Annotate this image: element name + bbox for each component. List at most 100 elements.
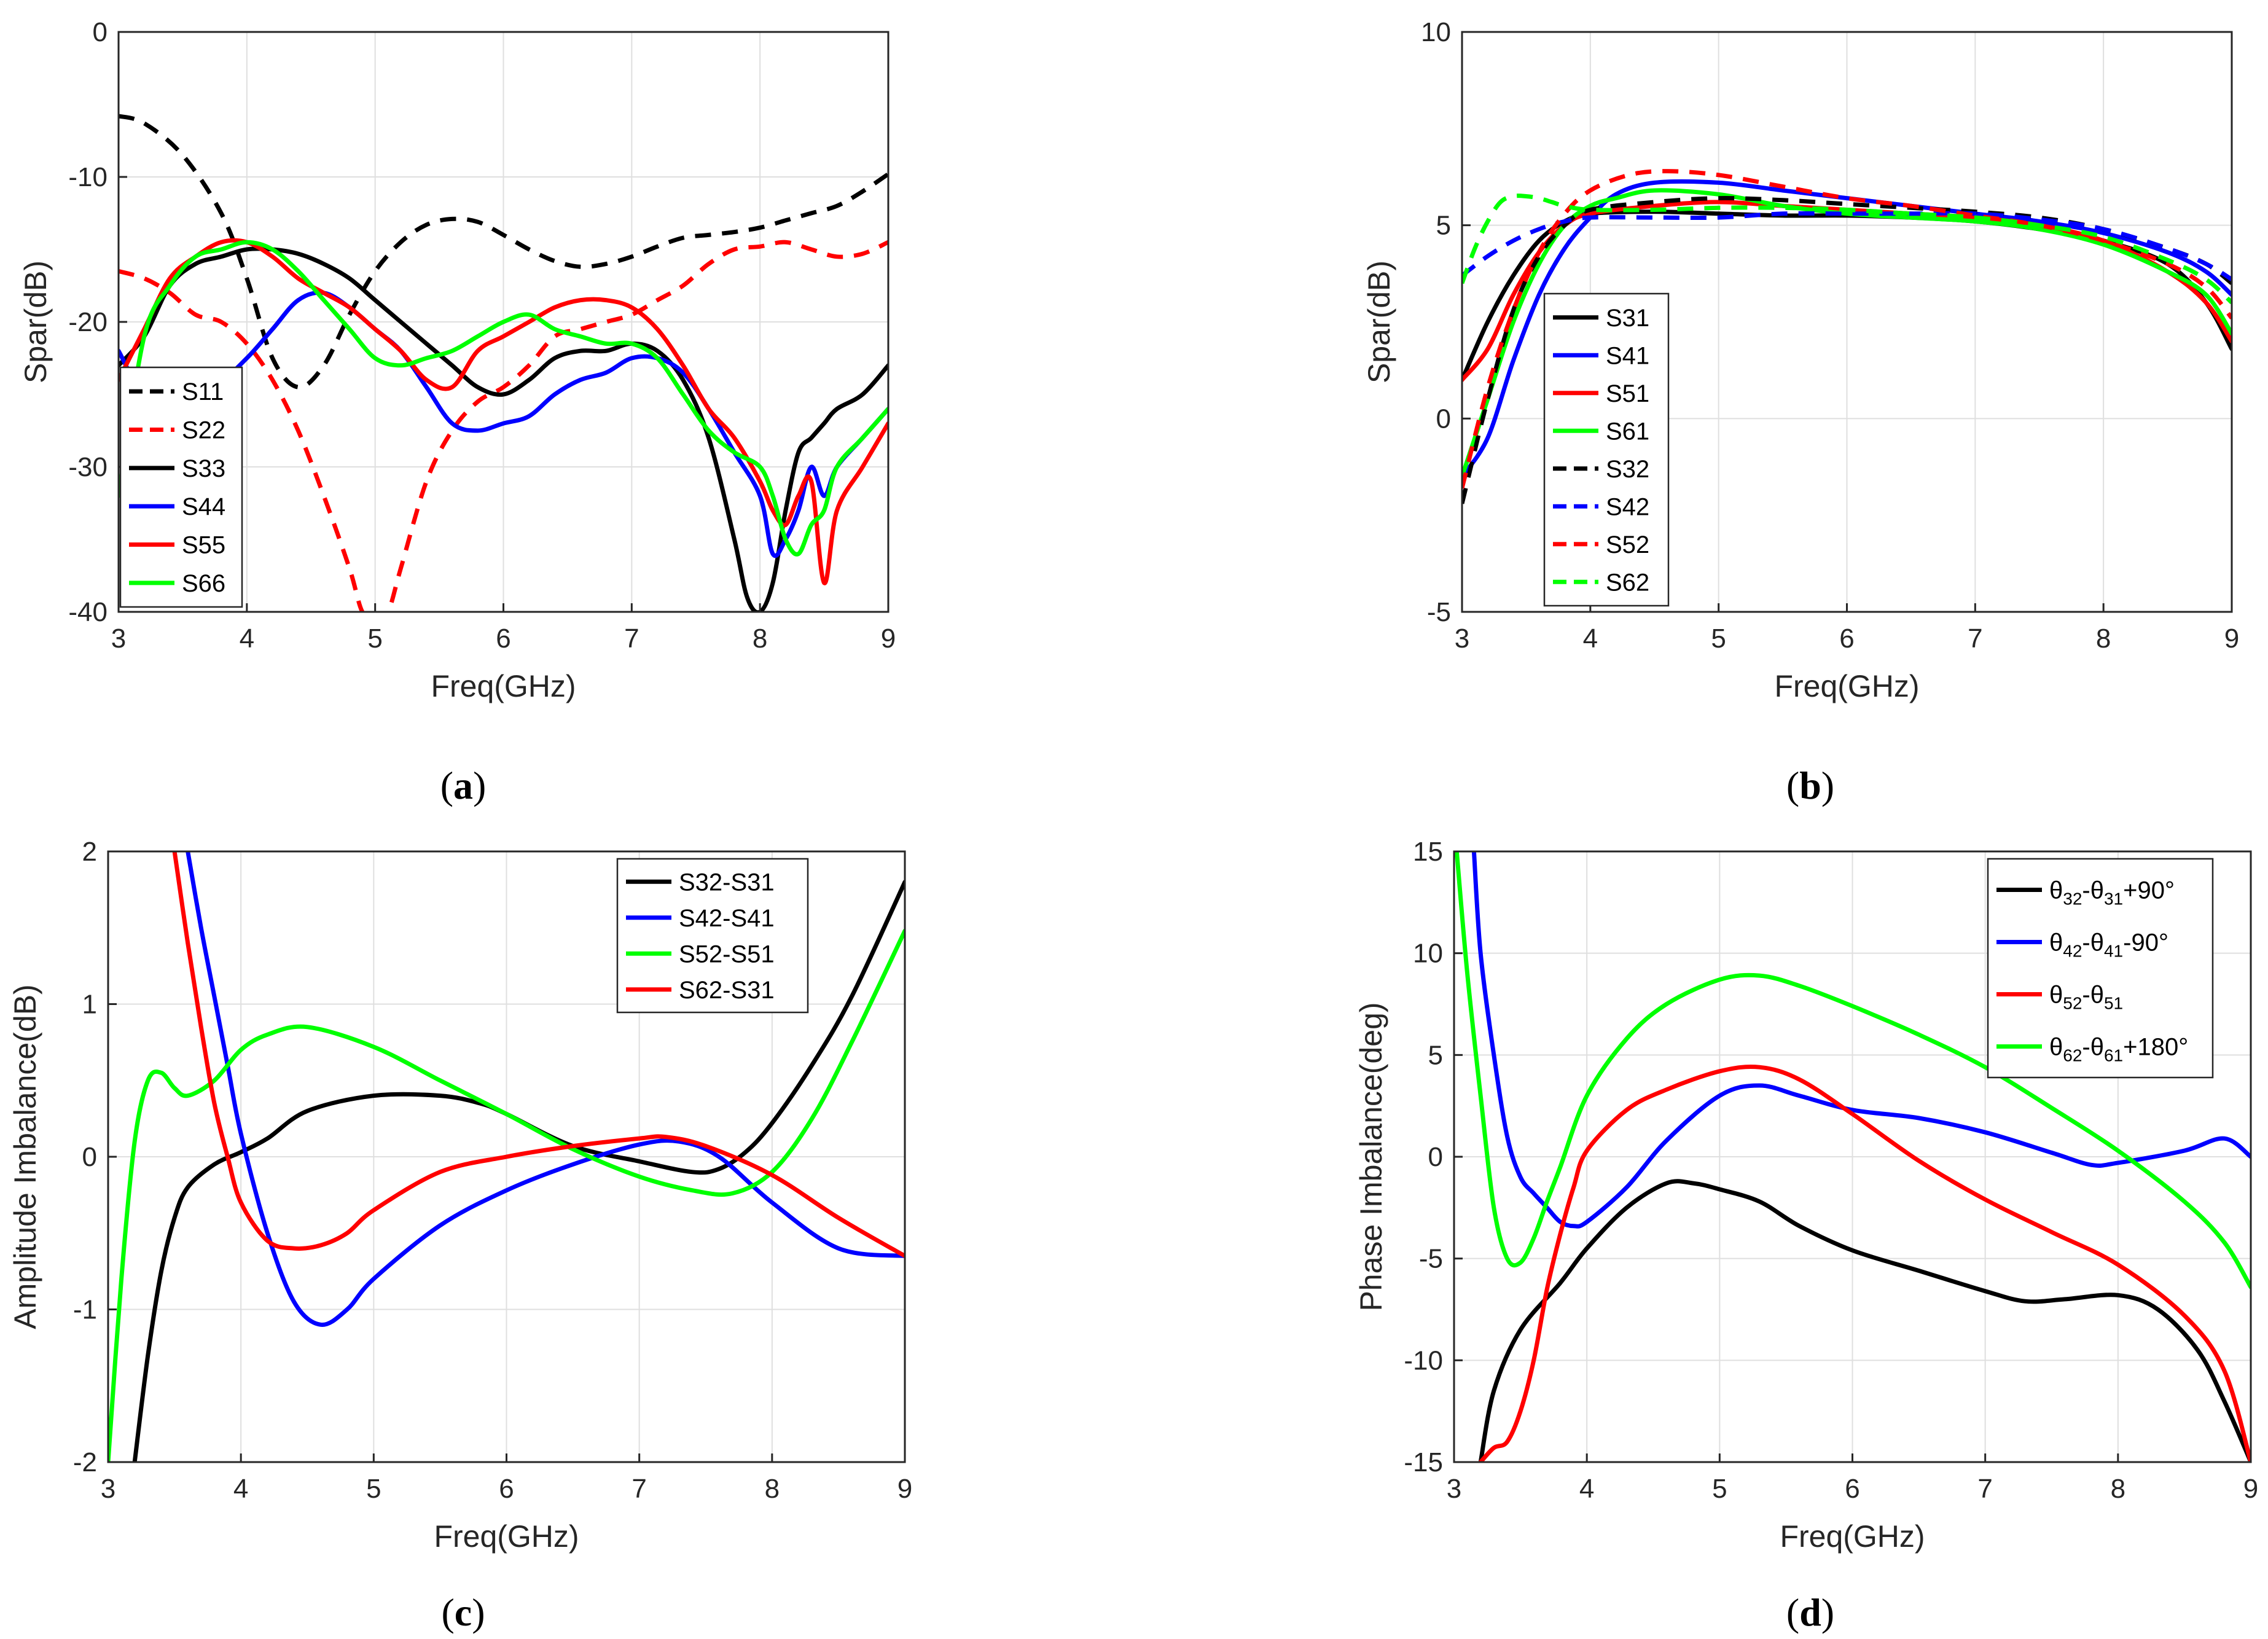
y-tick-label: 1 <box>82 990 97 1020</box>
series-line-S11 <box>119 114 888 389</box>
legend: θ32-θ31+90° θ42-θ41-90° θ52-θ51 θ62-θ61+180… <box>1987 858 2214 1079</box>
y-tick-label: 0 <box>93 17 108 47</box>
y-axis-label: Amplitude Imbalance(dB) <box>8 984 42 1329</box>
panel-caption: (b) <box>1786 764 1834 807</box>
series-line--32-31-90- <box>1478 1179 2251 1462</box>
legend-entry: S42 <box>1606 493 1649 520</box>
legend-entry: S62 <box>1606 569 1649 596</box>
x-tick-label: 4 <box>1579 1474 1594 1504</box>
legend-entry: S42-S41 <box>679 905 775 932</box>
legend-entry: S32-S31 <box>679 869 775 896</box>
chart-c: 3 4 5 6 7 8 9 -2 -1 0 1 2 Freq(GHz) Amplitude Imbalan… <box>8 837 912 1634</box>
y-tick-label: 10 <box>1421 17 1451 47</box>
x-tick-label: 8 <box>2096 624 2111 654</box>
y-tick-label: -2 <box>73 1447 97 1477</box>
y-tick-label: -20 <box>68 307 108 337</box>
series-line-S52 <box>1462 169 2232 489</box>
y-tick-label: -15 <box>1404 1447 1443 1477</box>
x-tick-label: 6 <box>1845 1474 1859 1504</box>
legend: S11 S22 S33 S44 S55 S66 <box>119 366 243 608</box>
x-tick-label: 3 <box>1455 624 1469 654</box>
legend-entry: S11 <box>182 378 224 405</box>
legend-entry: θ52-θ51 <box>2049 982 2123 1013</box>
x-axis-label: Freq(GHz) <box>434 1519 579 1554</box>
y-tick-label: -30 <box>68 452 108 482</box>
x-tick-label: 6 <box>499 1474 514 1504</box>
chart-a: 3 4 5 6 7 8 9 -40 -30 -20 -10 0 Freq(GHz) Spar(dB) S11… <box>18 17 896 807</box>
y-tick-label: -5 <box>1427 597 1451 627</box>
x-tick-label: 7 <box>1977 1474 1992 1504</box>
x-tick-label: 9 <box>2243 1474 2258 1504</box>
y-tick-label: 0 <box>82 1142 97 1172</box>
series-group <box>1462 169 2232 504</box>
y-tick-label: -1 <box>73 1295 97 1325</box>
y-tick-label: -10 <box>1404 1345 1443 1375</box>
legend-box <box>119 366 243 608</box>
y-tick-label: -10 <box>68 162 108 192</box>
legend-entry: S33 <box>182 455 225 482</box>
series-line--52-51 <box>1478 1064 2251 1462</box>
x-tick-label: 8 <box>765 1474 780 1504</box>
legend-entry: θ62-θ61+180° <box>2049 1034 2188 1065</box>
legend-entry: θ42-θ41-90° <box>2049 929 2168 961</box>
x-axis-label: Freq(GHz) <box>1774 669 1919 703</box>
x-tick-label: 8 <box>753 624 767 654</box>
series-line-S22 <box>119 240 888 612</box>
legend-entry: S32 <box>1606 456 1649 483</box>
x-tick-label: 4 <box>233 1474 248 1504</box>
x-tick-label: 6 <box>1839 624 1854 654</box>
panel-caption: (d) <box>1786 1590 1834 1634</box>
y-tick-label: 2 <box>82 837 97 867</box>
y-tick-label: 5 <box>1436 211 1451 241</box>
x-tick-label: 5 <box>1712 1474 1727 1504</box>
legend-entry: S52-S51 <box>679 941 775 968</box>
y-tick-label: -5 <box>1419 1244 1443 1274</box>
series-group <box>119 114 888 612</box>
legend-entry: S52 <box>1606 531 1649 558</box>
series-line-S61 <box>1462 188 2232 479</box>
panel-caption: (a) <box>440 764 487 807</box>
y-tick-label: 10 <box>1413 939 1443 969</box>
series-line-S66 <box>119 240 888 557</box>
y-axis-label: Spar(dB) <box>1362 260 1396 383</box>
y-axis-label: Spar(dB) <box>18 260 53 383</box>
y-axis-label: Phase Imbalance(deg) <box>1354 1002 1388 1311</box>
x-tick-label: 3 <box>101 1474 115 1504</box>
panel-caption: (c) <box>441 1590 485 1634</box>
series-line-S44 <box>119 290 888 558</box>
series-group <box>1454 851 2251 1462</box>
series-line-S62-S31 <box>172 851 905 1258</box>
x-tick-label: 9 <box>897 1474 912 1504</box>
legend-entry: S51 <box>1606 380 1649 407</box>
legend-entry: S66 <box>182 570 225 597</box>
x-tick-label: 4 <box>1583 624 1598 654</box>
x-tick-label: 5 <box>367 624 382 654</box>
series-line-S42-S41 <box>186 851 905 1327</box>
x-tick-label: 9 <box>2224 624 2239 654</box>
x-tick-label: 8 <box>2111 1474 2125 1504</box>
legend-entry: S22 <box>182 417 225 444</box>
legend-entry: S41 <box>1606 342 1649 369</box>
series-line--42-41-90- <box>1471 851 2251 1229</box>
legend-entry: S44 <box>182 493 225 520</box>
x-tick-label: 5 <box>1711 624 1726 654</box>
legend: S31 S41 S51 S61 S32 S42 S52 S62 <box>1543 292 1670 607</box>
x-tick-label: 3 <box>111 624 126 654</box>
x-tick-label: 7 <box>1968 624 1982 654</box>
series-line-S55 <box>119 238 888 585</box>
legend-box <box>616 858 809 1014</box>
series-group <box>108 851 905 1462</box>
legend-entry: S61 <box>1606 418 1649 445</box>
legend-box <box>1543 292 1670 607</box>
legend-entry: S31 <box>1606 305 1649 332</box>
legend: S32-S31 S42-S41 S52-S51 S62-S31 <box>616 858 809 1014</box>
series-line--62-61-180- <box>1454 851 2251 1289</box>
x-axis-label: Freq(GHz) <box>431 669 576 703</box>
y-tick-label: 5 <box>1428 1040 1443 1070</box>
y-tick-label: 0 <box>1428 1142 1443 1172</box>
legend-entry: θ32-θ31+90° <box>2049 877 2175 909</box>
x-tick-label: 6 <box>496 624 510 654</box>
series-line-S52-S51 <box>108 928 905 1462</box>
x-tick-label: 3 <box>1447 1474 1461 1504</box>
